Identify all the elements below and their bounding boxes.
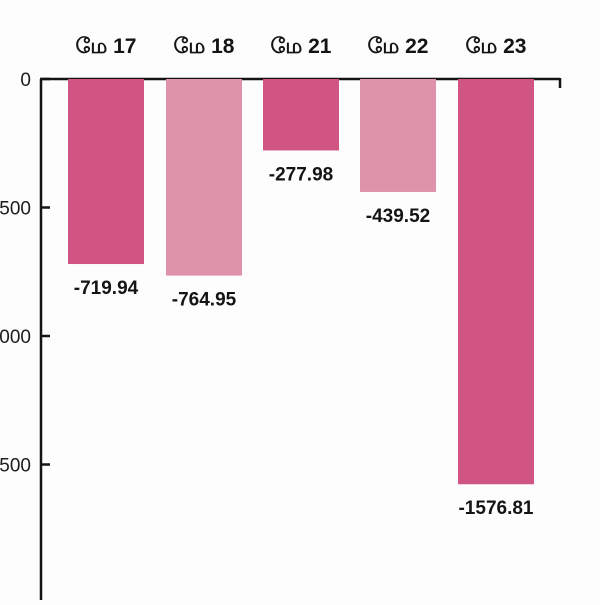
- bar: [263, 79, 339, 151]
- bar: [68, 79, 144, 265]
- bars: [68, 79, 534, 485]
- y-tick-label: 0: [20, 70, 31, 91]
- category-label: மே 23: [465, 35, 526, 58]
- value-label: -764.95: [172, 290, 237, 311]
- value-label: -1576.81: [458, 498, 533, 519]
- y-tick-label: 500: [0, 199, 31, 220]
- category-label: மே 21: [270, 35, 331, 58]
- category-label: மே 22: [367, 35, 428, 58]
- y-tick-label: 000: [0, 327, 31, 348]
- bar: [166, 79, 242, 276]
- value-label: -439.52: [366, 206, 430, 227]
- labels: மே 17 -719.94 மே 18 -764.95 மே 21 -277.98 மே 2…: [74, 35, 534, 519]
- bar: [458, 79, 534, 485]
- category-label: மே 17: [75, 35, 136, 58]
- bar: [360, 79, 436, 192]
- category-label: மே 18: [173, 35, 234, 58]
- value-label: -277.98: [269, 164, 333, 185]
- value-label: -719.94: [74, 278, 139, 299]
- y-tick-label: 500: [0, 456, 31, 477]
